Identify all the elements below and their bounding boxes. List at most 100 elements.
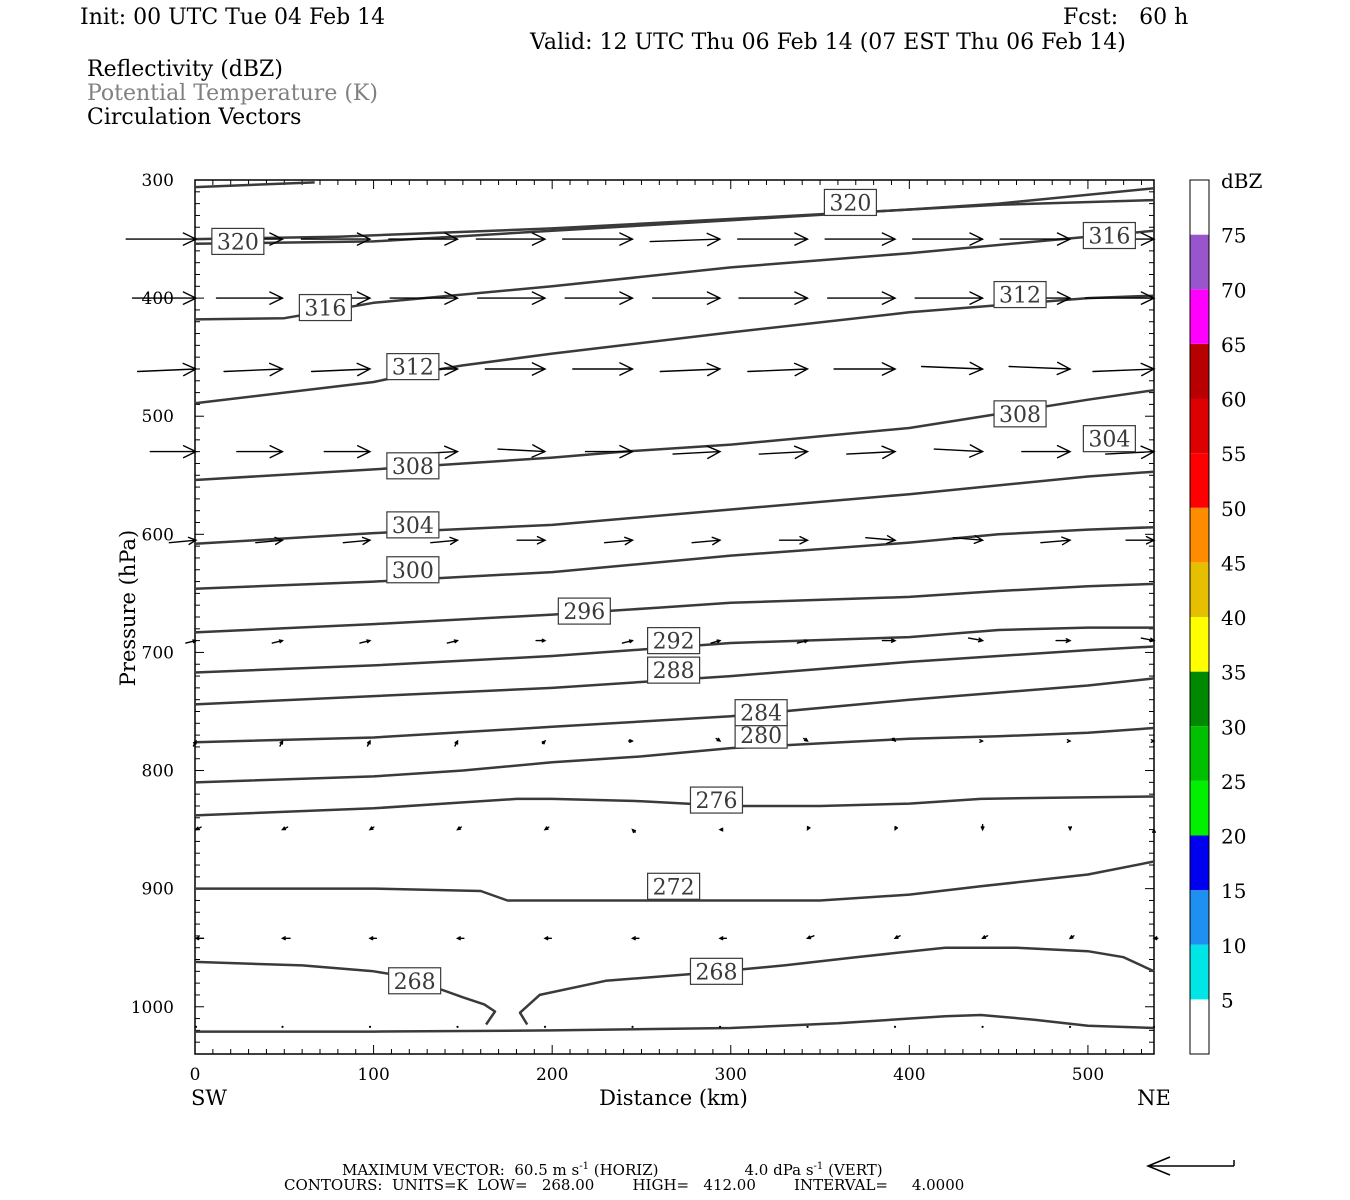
colorbar-band-20 [1190, 780, 1209, 836]
circulation-vector [192, 739, 197, 747]
circulation-vector [659, 362, 722, 377]
contour-280 [194, 726, 1155, 784]
y-tick-label: 700 [142, 643, 174, 663]
colorbar-label: 40 [1221, 606, 1246, 630]
circulation-vector [368, 936, 378, 941]
circulation-vector [631, 1025, 634, 1028]
circulation-vector [718, 936, 728, 941]
circulation-vector [1008, 361, 1072, 376]
reference-vector-arrow [1146, 1156, 1235, 1176]
circulation-vector [738, 291, 810, 305]
circulation-vector [980, 823, 985, 832]
circulation-vector [236, 445, 285, 459]
contour-label: 320 [217, 230, 259, 255]
y-tick-label: 1000 [131, 998, 174, 1018]
circulation-vector [281, 1025, 284, 1028]
circulation-vector [497, 444, 547, 458]
contour-label: 312 [999, 284, 1041, 309]
contour-272 [195, 860, 1155, 902]
circulation-vector [1152, 936, 1159, 941]
circulation-vector [215, 291, 285, 305]
circulation-vector [149, 445, 198, 459]
circulation-vector [446, 639, 460, 644]
circulation-vector [649, 232, 722, 247]
contour-304 [194, 470, 1155, 546]
colorbar-band-25 [1190, 726, 1209, 781]
circulation-vector [255, 536, 285, 546]
contour-label: 280 [740, 724, 782, 749]
y-tick-label: 800 [142, 762, 174, 782]
circulation-vector [796, 639, 810, 644]
circulation-vector [455, 936, 465, 941]
colorbar-band-55 [1190, 398, 1209, 454]
colorbar-band-60 [1190, 343, 1209, 399]
x-axis-label: Distance (km) [599, 1086, 748, 1110]
circulation-vector [806, 1025, 809, 1028]
contour-276 [194, 795, 1155, 817]
circulation-vector [967, 637, 985, 643]
field-circulation-vectors: Circulation Vectors [87, 105, 302, 130]
circulation-vector [1068, 1025, 1072, 1028]
contour-label: 304 [392, 514, 434, 539]
colorbar-label: 45 [1221, 551, 1246, 575]
contour-label: 268 [695, 960, 737, 985]
circulation-vector [881, 638, 897, 643]
circulation-vector [168, 536, 198, 546]
circulation-vector [1125, 535, 1156, 545]
colorbar-label: 25 [1221, 770, 1246, 794]
contour-label-box [734, 699, 788, 727]
colorbar-band-45 [1190, 507, 1209, 563]
contour-label-box [386, 511, 440, 539]
circulation-vector [631, 828, 637, 834]
circulation-vector [359, 639, 372, 644]
contour-284 [194, 677, 1155, 744]
contour-label-box [211, 227, 265, 256]
circulation-vector [999, 232, 1072, 246]
circulation-vector [310, 362, 372, 377]
contour-label-box [689, 957, 744, 985]
vert-label: (VERT) [823, 1161, 883, 1179]
x-tick-label: 400 [893, 1065, 925, 1085]
circulation-vector [543, 1025, 547, 1028]
circulation-vector [891, 737, 897, 743]
circulation-vector [981, 935, 989, 940]
circulation-vector [584, 444, 635, 459]
max-vector-horiz: MAXIMUM VECTOR: 60.5 m s [342, 1161, 580, 1179]
contour-label: 308 [392, 455, 434, 480]
circulation-vector [628, 739, 635, 743]
x-tick-label: 500 [1072, 1065, 1104, 1085]
contour-292 [194, 626, 1154, 674]
circulation-vector [323, 445, 372, 459]
contour-320 [194, 181, 315, 189]
circulation-vector [366, 739, 371, 747]
colorbar-label: 60 [1221, 388, 1246, 412]
circulation-vector [194, 1025, 198, 1028]
contour-label: 308 [999, 403, 1041, 428]
circulation-vector [194, 826, 202, 831]
contour-268 [194, 960, 497, 1026]
valid-time: Valid: 12 UTC Thu 06 Feb 14 (07 EST Thu … [530, 30, 1126, 55]
colorbar-label: 75 [1221, 224, 1246, 248]
contour-label-box [1082, 221, 1136, 250]
max-vector-info: MAXIMUM VECTOR: 60.5 m s-1 (HORIZ) 4.0 dP… [342, 1158, 883, 1179]
contour-320 [194, 198, 1155, 241]
circulation-vector [933, 444, 985, 458]
forecast-hour: Fcst: 60 h [1063, 5, 1189, 30]
contour-label: 320 [829, 191, 871, 216]
circulation-vector [893, 935, 901, 940]
contour-label-box [298, 293, 352, 322]
field-reflectivity: Reflectivity (dBZ) [87, 57, 283, 82]
contour-label-box [386, 452, 440, 480]
circulation-vector [271, 639, 285, 644]
circulation-vector [691, 536, 722, 546]
circulation-vector [1055, 638, 1072, 644]
max-vector-vert: 4.0 dPa s [744, 1161, 814, 1179]
colorbar-band-50 [1190, 453, 1209, 508]
circulation-vector [827, 291, 897, 305]
field-potential-temperature: Potential Temperature (K) [87, 81, 378, 106]
circulation-vector [477, 291, 547, 305]
colorbar-label: 15 [1221, 879, 1246, 903]
contour-320 [194, 187, 1155, 246]
circulation-vector [865, 535, 897, 545]
